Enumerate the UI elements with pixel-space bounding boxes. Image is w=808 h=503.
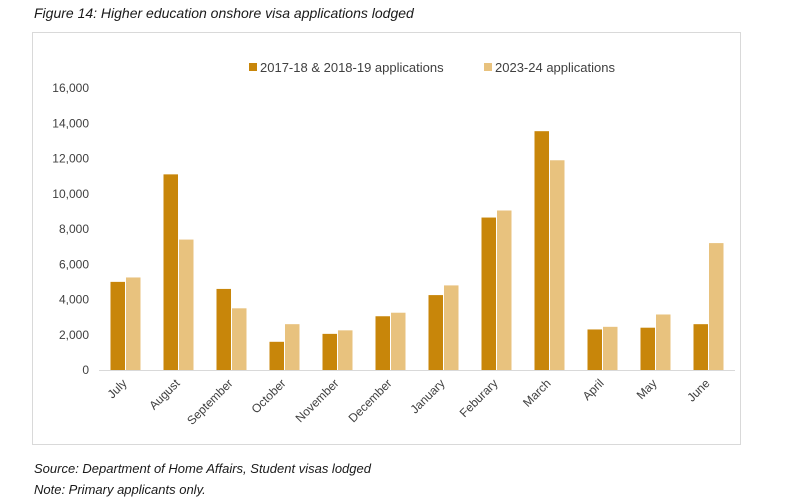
bar-series2-december [391,312,406,370]
x-tick-label: June [684,376,713,405]
bar-series2-may [656,314,671,370]
bar-series1-may [640,327,655,370]
y-tick-label: 0 [82,363,89,377]
bar-series2-april [603,326,618,370]
x-tick-label: August [146,376,183,413]
x-tick-label: December [346,376,395,425]
bar-series1-august [163,174,178,370]
x-tick-label: March [520,376,553,409]
figure-title: Figure 14: Higher education onshore visa… [34,5,414,21]
bar-series1-feburary [481,217,496,370]
legend-label-1: 2017-18 & 2018-19 applications [260,60,444,75]
bar-chart: 0 2,000 4,000 6,000 8,000 10,000 12,000 14,000 1… [52,60,735,428]
y-tick-label: 12,000 [52,152,89,166]
bar-series2-september [232,308,247,370]
chart-frame: 0 2,000 4,000 6,000 8,000 10,000 12,000 14,000 1… [32,32,741,445]
bar-series1-november [322,333,337,370]
x-tick-label: November [293,376,342,425]
x-tick-label: October [249,376,289,416]
bar-series2-feburary [497,210,512,370]
x-tick-label: July [105,376,130,401]
x-tick-label: September [184,376,235,427]
bar-series1-july [110,281,125,370]
bar-series1-january [428,295,443,370]
source-note: Source: Department of Home Affairs, Stud… [34,461,371,476]
bar-series2-january [444,285,459,370]
bar-series2-october [285,324,300,370]
bar-series1-september [216,288,231,370]
x-tick-label: January [408,376,448,416]
bar-series1-march [534,131,549,370]
bar-series2-july [126,277,141,370]
bar-series1-december [375,316,390,370]
legend-label-2: 2023-24 applications [495,60,615,75]
bar-series1-october [269,341,284,370]
bar-series2-march [550,160,565,370]
bar-series2-november [338,330,353,370]
legend-swatch-1 [249,63,257,71]
legend-swatch-2 [484,63,492,71]
x-tick-label: May [634,376,660,402]
bar-series1-june [693,324,708,370]
y-tick-label: 2,000 [59,328,89,342]
bar-series1-april [587,329,602,370]
y-tick-label: 8,000 [59,222,89,236]
y-tick-label: 16,000 [52,81,89,95]
y-tick-label: 14,000 [52,116,89,130]
y-tick-label: 10,000 [52,187,89,201]
x-tick-label: Feburary [457,376,501,420]
bar-series2-june [709,243,724,370]
y-tick-label: 6,000 [59,257,89,271]
y-tick-label: 4,000 [59,293,89,307]
primary-applicants-note: Note: Primary applicants only. [34,482,206,497]
x-tick-label: April [580,376,607,403]
bar-series2-august [179,239,194,370]
